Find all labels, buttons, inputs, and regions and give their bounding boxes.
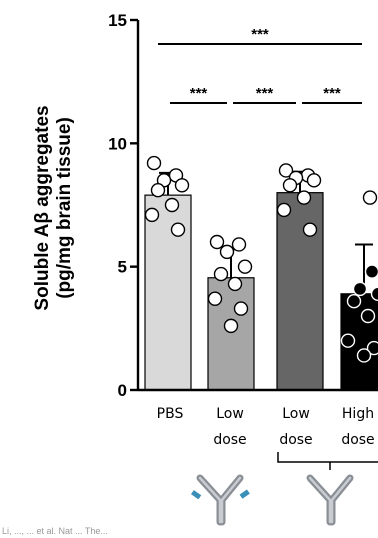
data-point-0-0 (146, 155, 162, 171)
antibody-illustrations: Li, ..., ... et al. Nat ... The... (2, 452, 378, 536)
significance-label-3: *** (323, 85, 341, 102)
data-point-1-7 (233, 301, 249, 316)
significance-0: *** (158, 26, 362, 45)
significance-label-1: *** (190, 85, 208, 102)
significance-2: *** (233, 85, 296, 104)
data-point-0-6 (144, 207, 160, 223)
antibody-modified-icon-tag-left (191, 490, 202, 500)
data-point-3-3 (370, 286, 378, 301)
data-point-2-7 (302, 222, 318, 237)
data-point-2-0 (278, 163, 294, 178)
x-tick-label-0: PBS (157, 406, 184, 422)
data-point-3-7 (366, 340, 378, 356)
y-tick-label-1: 5 (118, 258, 127, 277)
significance-3: *** (302, 85, 362, 104)
y-axis-label-line1: Soluble Aβ aggregates (32, 105, 53, 310)
x-tick-label-line2-1: dose (213, 432, 246, 448)
antibody-plain-icon (306, 474, 354, 526)
data-point-1-4 (213, 266, 229, 282)
data-point-0-5 (164, 197, 180, 213)
significance-label-0: *** (251, 26, 269, 43)
data-point-1-6 (207, 291, 223, 306)
data-point-3-2 (352, 281, 368, 297)
bar-2 (276, 192, 324, 391)
data-point-3-6 (340, 333, 356, 348)
x-tick-label-line1-1: Low (216, 406, 244, 422)
y-axis-label-line2: (pg/mg brain tissue) (54, 117, 75, 299)
data-point-1-1 (231, 237, 247, 252)
x-tick-label-line1-3: High (342, 406, 374, 422)
data-point-1-5 (227, 276, 243, 292)
data-point-3-5 (360, 308, 376, 324)
x-tick-label-2: Low dose (279, 406, 312, 448)
data-points (144, 155, 378, 363)
y-axis-label: Soluble Aβ aggregates (pg/mg brain tissu… (32, 105, 75, 310)
data-point-0-4 (150, 182, 166, 198)
antibody-modified-icon (191, 474, 250, 526)
data-point-3-0 (362, 190, 378, 205)
antibody-modified-icon-tag-right (239, 489, 250, 499)
x-tick-label-line2-3: dose (341, 432, 374, 448)
x-tick-label-line1-2: Low (282, 406, 310, 422)
antibody-modified-icon-highlight (198, 476, 242, 524)
data-point-3-8 (356, 348, 372, 363)
significance-brackets: *** *** *** *** (158, 26, 362, 104)
data-point-2-4 (282, 178, 298, 193)
axes: 0 5 10 15 (108, 11, 378, 400)
data-point-3-1 (364, 264, 378, 279)
bars (144, 192, 378, 391)
x-tick-label-1: Low dose (213, 406, 246, 448)
data-point-2-6 (276, 202, 292, 218)
data-point-0-7 (170, 222, 186, 237)
data-point-1-3 (237, 259, 253, 274)
significance-label-2: *** (256, 85, 274, 102)
y-tick-label-0: 0 (118, 381, 127, 400)
data-point-1-8 (223, 318, 239, 334)
x-tick-labels: PBS Low dose Low dose High dose (157, 406, 375, 448)
significance-1: *** (170, 85, 227, 104)
y-tick-label-3: 15 (108, 11, 127, 30)
x-tick-label-line2-2: dose (279, 432, 312, 448)
source-caption: Li, ..., ... et al. Nat ... The... (2, 526, 108, 536)
data-point-2-5 (296, 190, 312, 205)
antibody-plain-icon-highlight (308, 476, 352, 524)
x-tick-label-3: High dose (341, 406, 374, 448)
data-point-1-0 (209, 234, 225, 250)
group-bracket (277, 452, 378, 470)
bar-0 (144, 194, 192, 391)
x-tick-label-line1-0: PBS (157, 406, 184, 422)
data-point-2-3 (306, 173, 322, 188)
data-point-1-2 (219, 244, 235, 260)
data-point-0-3 (174, 178, 190, 193)
data-point-3-4 (346, 294, 362, 309)
y-tick-label-2: 10 (108, 134, 127, 153)
